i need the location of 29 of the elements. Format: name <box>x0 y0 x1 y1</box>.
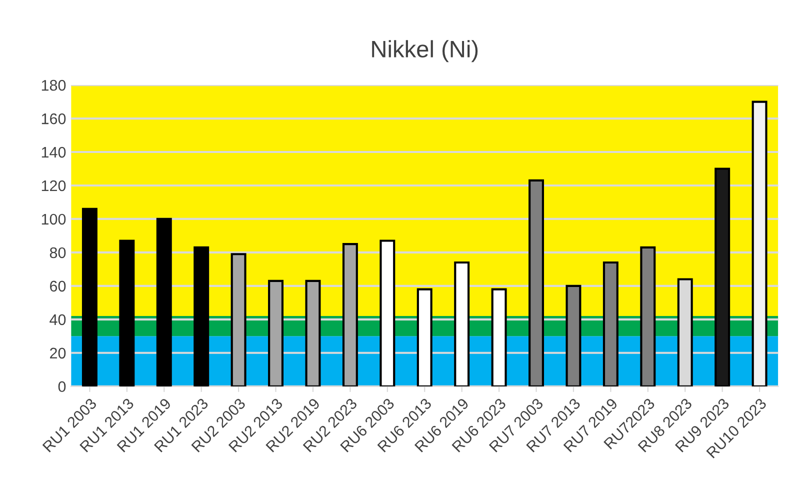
bar <box>268 280 284 386</box>
bar <box>380 240 396 386</box>
y-tick-label: 40 <box>50 314 66 326</box>
bar <box>640 246 656 386</box>
y-tick-label: 160 <box>42 113 66 124</box>
y-tick-label: 100 <box>42 214 66 225</box>
bar <box>342 243 358 386</box>
y-tick-label: 80 <box>50 247 66 258</box>
bar <box>752 100 768 386</box>
bar <box>82 208 98 386</box>
bar <box>602 261 618 386</box>
chart-title: Nikkel (Ni) <box>372 40 478 62</box>
bar <box>454 261 470 386</box>
bar <box>528 179 544 386</box>
bar <box>230 253 246 386</box>
bar <box>491 288 507 386</box>
bar <box>305 280 321 386</box>
y-tick-label: 20 <box>50 348 66 359</box>
bar <box>566 284 582 386</box>
y-tick-label: 140 <box>42 146 66 158</box>
y-tick-label: 60 <box>50 280 66 292</box>
bar <box>156 218 172 386</box>
bar <box>714 168 730 386</box>
y-tick-label: 120 <box>42 180 66 192</box>
bar <box>416 288 432 386</box>
y-tick-label: 180 <box>42 80 66 91</box>
y-tick-label: 0 <box>58 381 66 392</box>
bar <box>194 246 210 386</box>
bar <box>119 240 135 386</box>
